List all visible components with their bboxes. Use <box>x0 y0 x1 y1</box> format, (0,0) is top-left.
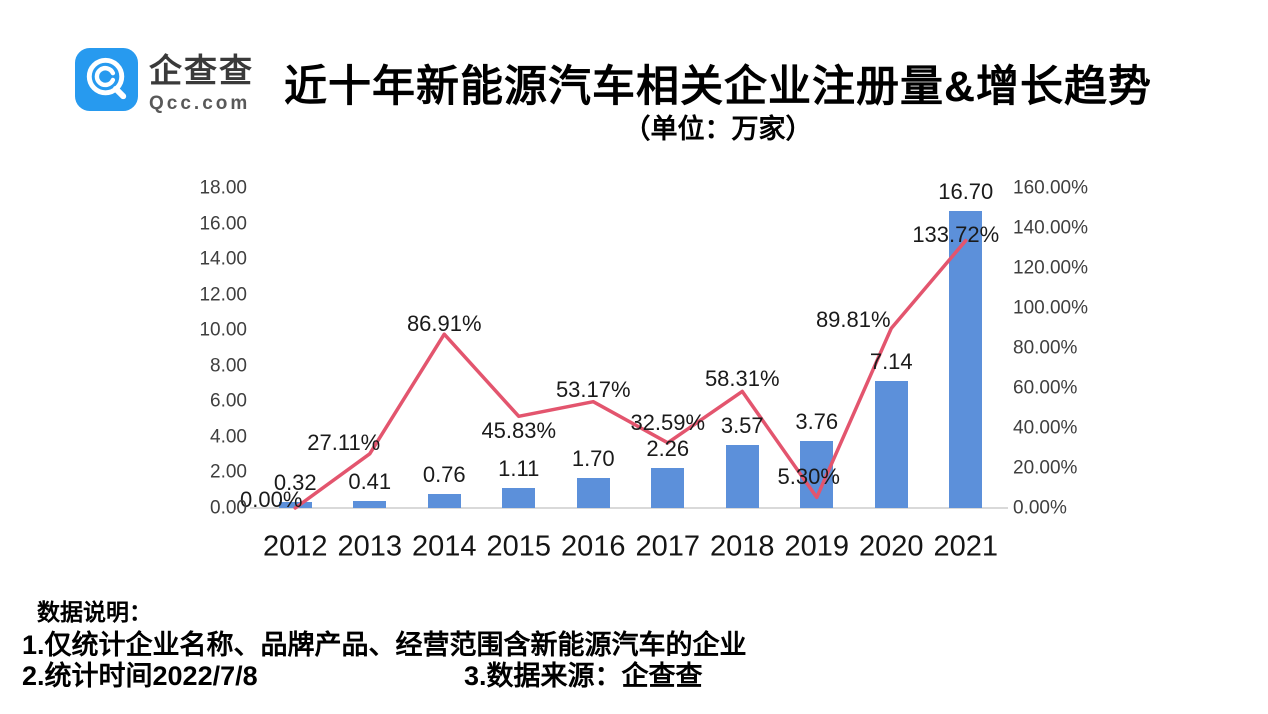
notes-heading: 数据说明： <box>37 599 152 625</box>
note-data-source: 3.数据来源：企查查 <box>464 661 703 691</box>
growth-rate-label: 5.30% <box>777 464 840 490</box>
bar-2021 <box>949 211 983 508</box>
growth-rate-label: 86.91% <box>406 311 482 337</box>
bar-value-label: 3.76 <box>795 409 839 435</box>
chart-subtitle: （单位：万家） <box>623 114 813 144</box>
right-axis-tick: 120.00% <box>1013 257 1089 279</box>
right-axis-tick: 140.00% <box>1013 217 1089 239</box>
x-axis-year-label: 2019 <box>784 530 850 563</box>
x-axis-year-label: 2015 <box>486 530 552 563</box>
left-axis-tick: 0.00 <box>210 497 247 519</box>
bar-value-label: 16.70 <box>938 179 994 205</box>
growth-rate-label: 58.31% <box>704 366 780 392</box>
left-axis-tick: 4.00 <box>210 426 247 448</box>
right-axis-tick: 60.00% <box>1013 377 1078 399</box>
right-axis-tick: 0.00% <box>1013 497 1067 519</box>
growth-rate-label: 0.00% <box>240 487 303 512</box>
x-axis-year-label: 2012 <box>262 530 328 563</box>
bar-value-label: 0.76 <box>422 462 466 488</box>
right-axis-tick: 160.00% <box>1013 177 1089 199</box>
bar-2020 <box>874 381 908 508</box>
logo-brand-domain: Qcc.com <box>149 93 251 114</box>
left-axis-tick: 10.00 <box>199 319 247 341</box>
right-axis-tick: 80.00% <box>1013 337 1078 359</box>
bar-2014 <box>427 494 461 508</box>
x-axis-year-label: 2018 <box>709 530 775 563</box>
bar-value-label: 2.26 <box>646 435 690 461</box>
left-axis-tick: 18.00 <box>199 177 247 199</box>
x-axis-year-label: 2020 <box>858 530 924 563</box>
growth-rate-label: 45.83% <box>481 418 557 444</box>
qcc-logo-text: 企查查 Qcc.com <box>149 48 254 113</box>
bar-2013 <box>353 500 387 508</box>
bar-value-label: 7.14 <box>869 349 913 375</box>
left-axis-tick: 6.00 <box>210 390 247 412</box>
left-axis-tick: 14.00 <box>199 248 247 270</box>
chart-title: 近十年新能源汽车相关企业注册量&增长趋势 <box>283 63 1153 111</box>
bar-2016 <box>576 477 610 508</box>
left-axis-tick: 2.00 <box>210 461 247 483</box>
right-axis-tick: 40.00% <box>1013 417 1078 439</box>
left-axis-tick: 8.00 <box>210 355 247 377</box>
x-axis-year-label: 2021 <box>933 530 999 563</box>
right-axis-tick: 100.00% <box>1013 297 1089 319</box>
bar-value-label: 1.11 <box>498 456 540 482</box>
bar-2017 <box>651 467 685 508</box>
left-axis-tick: 16.00 <box>199 213 247 235</box>
growth-rate-label: 89.81% <box>815 307 891 333</box>
growth-trend-line <box>293 238 968 510</box>
note-scope: 1.仅统计企业名称、品牌产品、经营范围含新能源汽车的企业 <box>22 630 747 660</box>
x-axis-year-label: 2014 <box>411 530 477 563</box>
qcc-logo-icon <box>75 48 138 111</box>
growth-rate-label: 53.17% <box>555 376 631 402</box>
x-axis-year-label: 2016 <box>560 530 626 563</box>
x-axis-year-label: 2013 <box>337 530 403 563</box>
qcc-q-mark-icon <box>75 48 138 111</box>
bar-2018 <box>725 444 759 508</box>
note-stat-date: 2.统计时间2022/7/8 <box>22 661 258 691</box>
growth-rate-label: 27.11% <box>307 429 381 455</box>
right-axis-tick: 20.00% <box>1013 457 1078 479</box>
left-axis-tick: 12.00 <box>199 284 247 306</box>
x-axis-year-label: 2017 <box>635 530 701 563</box>
logo-brand-name: 企查查 <box>149 52 254 89</box>
bar-value-label: 1.70 <box>571 445 615 471</box>
growth-rate-label: 32.59% <box>630 409 706 435</box>
bar-2015 <box>502 488 536 508</box>
qcc-logo: 企查查 Qcc.com <box>75 48 254 113</box>
bar-value-label: 3.57 <box>720 412 764 438</box>
growth-rate-label: 133.72% <box>912 221 1000 247</box>
bar-value-label: 0.32 <box>273 470 317 496</box>
bar-value-label: 0.41 <box>348 468 392 494</box>
